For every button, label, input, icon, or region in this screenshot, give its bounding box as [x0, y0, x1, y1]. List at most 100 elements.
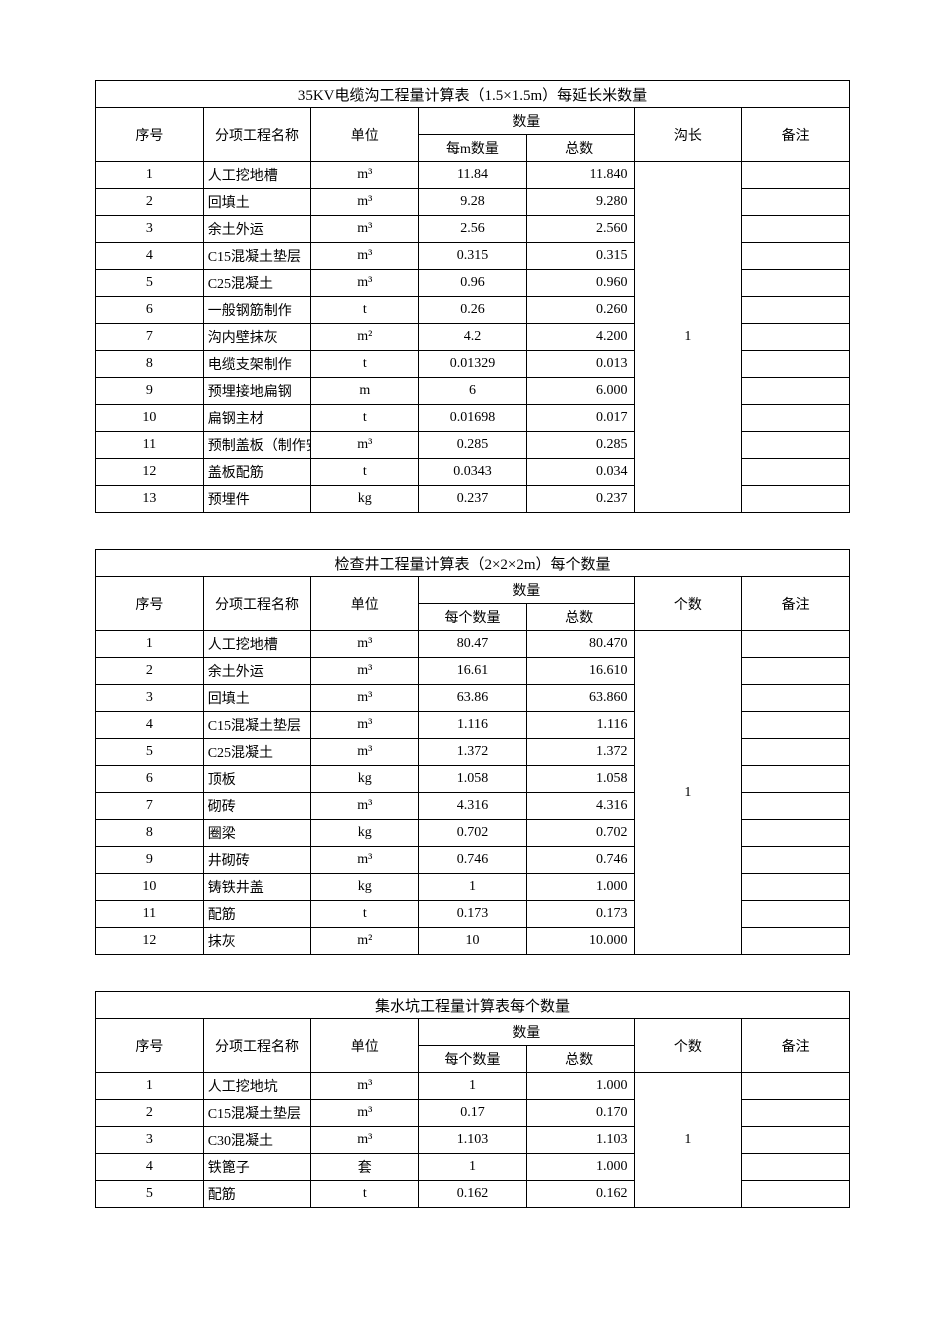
cell-total: 10.000	[526, 928, 634, 955]
cell-total: 0.315	[526, 243, 634, 270]
cell-qty-per: 1.058	[419, 766, 527, 793]
table-row: 1人工挖地槽m³80.4780.4701	[96, 631, 850, 658]
cell-unit: m³	[311, 216, 419, 243]
cell-unit: m³	[311, 739, 419, 766]
cell-name: 配筋	[203, 1181, 311, 1208]
cell-total: 0.013	[526, 351, 634, 378]
cell-total: 6.000	[526, 378, 634, 405]
cell-qty-per: 4.2	[419, 324, 527, 351]
cell-qty-per: 0.17	[419, 1100, 527, 1127]
cell-qty-per: 0.702	[419, 820, 527, 847]
cell-total: 0.034	[526, 459, 634, 486]
hdr-len: 个数	[634, 577, 742, 631]
cell-name: 预制盖板（制作安装）	[203, 432, 311, 459]
cell-qty-per: 9.28	[419, 189, 527, 216]
calc-table: 35KV电缆沟工程量计算表（1.5×1.5m）每延长米数量序号分项工程名称单位数…	[95, 80, 850, 513]
cell-seq: 4	[96, 1154, 204, 1181]
cell-name: 预埋接地扁钢	[203, 378, 311, 405]
cell-qty-per: 0.26	[419, 297, 527, 324]
cell-unit: t	[311, 901, 419, 928]
hdr-total: 总数	[526, 135, 634, 162]
cell-seq: 5	[96, 270, 204, 297]
cell-name: 人工挖地槽	[203, 631, 311, 658]
cell-seq: 3	[96, 685, 204, 712]
hdr-total: 总数	[526, 1046, 634, 1073]
cell-qty-per: 6	[419, 378, 527, 405]
cell-name: C25混凝土	[203, 739, 311, 766]
cell-name: 圈梁	[203, 820, 311, 847]
cell-unit: m³	[311, 243, 419, 270]
table-title: 集水坑工程量计算表每个数量	[96, 992, 850, 1019]
cell-remark	[742, 874, 850, 901]
cell-unit: t	[311, 459, 419, 486]
cell-qty-per: 16.61	[419, 658, 527, 685]
cell-seq: 2	[96, 189, 204, 216]
cell-total: 9.280	[526, 189, 634, 216]
cell-remark	[742, 324, 850, 351]
cell-seq: 1	[96, 1073, 204, 1100]
cell-seq: 10	[96, 405, 204, 432]
cell-qty-per: 2.56	[419, 216, 527, 243]
hdr-remark: 备注	[742, 1019, 850, 1073]
cell-unit: m³	[311, 270, 419, 297]
cell-total: 4.200	[526, 324, 634, 351]
cell-qty-per: 1	[419, 1154, 527, 1181]
cell-qty-per: 1.116	[419, 712, 527, 739]
cell-total: 16.610	[526, 658, 634, 685]
cell-qty-per: 0.237	[419, 486, 527, 513]
cell-total: 0.746	[526, 847, 634, 874]
cell-unit: m³	[311, 685, 419, 712]
cell-total: 63.860	[526, 685, 634, 712]
cell-unit: m³	[311, 162, 419, 189]
cell-qty-per: 0.746	[419, 847, 527, 874]
cell-total: 0.702	[526, 820, 634, 847]
cell-name: C25混凝土	[203, 270, 311, 297]
cell-remark	[742, 820, 850, 847]
table-title: 检查井工程量计算表（2×2×2m）每个数量	[96, 550, 850, 577]
cell-total: 1.058	[526, 766, 634, 793]
cell-total: 80.470	[526, 631, 634, 658]
cell-unit: kg	[311, 766, 419, 793]
hdr-qty-per: 每个数量	[419, 604, 527, 631]
document-page: { "style": { "page_width_px": 945, "page…	[0, 0, 945, 1324]
cell-name: 扁钢主材	[203, 405, 311, 432]
cell-remark	[742, 405, 850, 432]
cell-qty-per: 0.315	[419, 243, 527, 270]
cell-unit: m	[311, 378, 419, 405]
cell-remark	[742, 847, 850, 874]
cell-unit: kg	[311, 486, 419, 513]
hdr-qty-group: 数量	[419, 1019, 634, 1046]
cell-name: 电缆支架制作	[203, 351, 311, 378]
cell-total: 0.285	[526, 432, 634, 459]
cell-total: 0.260	[526, 297, 634, 324]
cell-qty-per: 1	[419, 1073, 527, 1100]
cell-remark	[742, 1073, 850, 1100]
cell-remark	[742, 658, 850, 685]
cell-qty-per: 0.285	[419, 432, 527, 459]
cell-remark	[742, 270, 850, 297]
cell-unit: m²	[311, 928, 419, 955]
cell-seq: 11	[96, 901, 204, 928]
cell-remark	[742, 793, 850, 820]
cell-seq: 2	[96, 1100, 204, 1127]
hdr-seq: 序号	[96, 577, 204, 631]
cell-name: C15混凝土垫层	[203, 1100, 311, 1127]
hdr-name: 分项工程名称	[203, 1019, 311, 1073]
cell-qty-per: 4.316	[419, 793, 527, 820]
cell-seq: 1	[96, 162, 204, 189]
cell-seq: 9	[96, 847, 204, 874]
cell-unit: m³	[311, 1073, 419, 1100]
hdr-remark: 备注	[742, 577, 850, 631]
cell-name: 砌砖	[203, 793, 311, 820]
hdr-len: 个数	[634, 1019, 742, 1073]
cell-remark	[742, 216, 850, 243]
table-row: 1人工挖地坑m³11.0001	[96, 1073, 850, 1100]
cell-qty-per: 63.86	[419, 685, 527, 712]
cell-name: C15混凝土垫层	[203, 243, 311, 270]
hdr-qty-per: 每个数量	[419, 1046, 527, 1073]
cell-name: C30混凝土	[203, 1127, 311, 1154]
cell-total: 1.116	[526, 712, 634, 739]
cell-qty-per: 0.96	[419, 270, 527, 297]
table-title: 35KV电缆沟工程量计算表（1.5×1.5m）每延长米数量	[96, 81, 850, 108]
hdr-unit: 单位	[311, 1019, 419, 1073]
